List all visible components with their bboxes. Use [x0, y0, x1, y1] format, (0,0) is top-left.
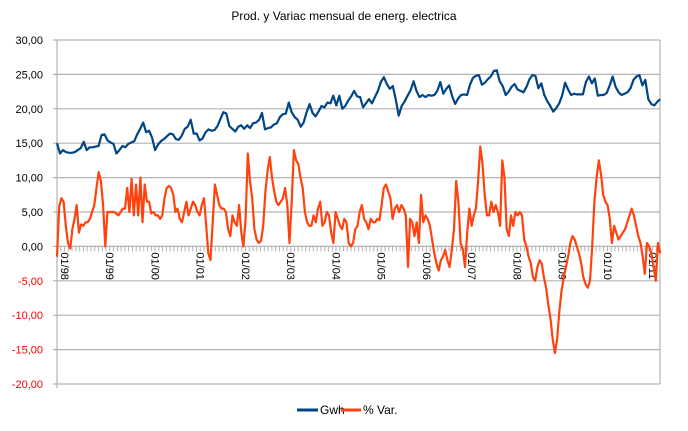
y-tick-label: 15,00 — [15, 138, 43, 150]
y-tick-label: 10,00 — [15, 173, 43, 185]
series-group — [55, 69, 662, 355]
y-tick-label: -5,00 — [18, 276, 43, 288]
x-tick-label: 01/99 — [103, 252, 115, 280]
x-tick-label: 01/05 — [375, 252, 387, 280]
y-tick-label: 5,00 — [22, 207, 43, 219]
y-tick-label: 20,00 — [15, 104, 43, 116]
y-tick-label: -20,00 — [12, 379, 43, 391]
x-tick-label: 01/08 — [510, 252, 522, 280]
x-tick-label: 01/01 — [194, 252, 206, 280]
chart-title: Prod. y Variac mensual de energ. electri… — [231, 9, 457, 23]
y-tick-label: 25,00 — [15, 69, 43, 81]
legend: Gwh % Var. — [297, 403, 397, 417]
y-tick-label: -15,00 — [12, 345, 43, 357]
y-tick-label: 30,00 — [15, 35, 43, 47]
series-line-var — [55, 145, 662, 355]
legend-label-var: % Var. — [363, 403, 397, 417]
x-tick-label: 01/04 — [329, 252, 341, 280]
x-tick-label: 01/10 — [601, 252, 613, 280]
series-line-gwh — [55, 69, 661, 155]
x-tick-label: 01/06 — [420, 252, 432, 280]
x-tick-label: 01/00 — [148, 252, 160, 280]
legend-label-gwh: Gwh — [320, 403, 345, 417]
x-tick-label: 01/02 — [239, 252, 251, 280]
x-tick-label: 01/03 — [284, 252, 296, 280]
y-tick-label: 0,00 — [22, 241, 43, 253]
x-tick-label: 01/98 — [58, 252, 70, 280]
y-tick-label: -10,00 — [12, 310, 43, 322]
y-axis-ticks: 30,00 25,00 20,00 15,00 10,00 5,00 0,00 -5,00 -1… — [12, 35, 43, 391]
x-tick-label: 01/07 — [465, 252, 477, 280]
x-axis: 01/98 01/99 01/00 01/01 01/02 01/03 01/04 01/05… — [56, 246, 658, 280]
